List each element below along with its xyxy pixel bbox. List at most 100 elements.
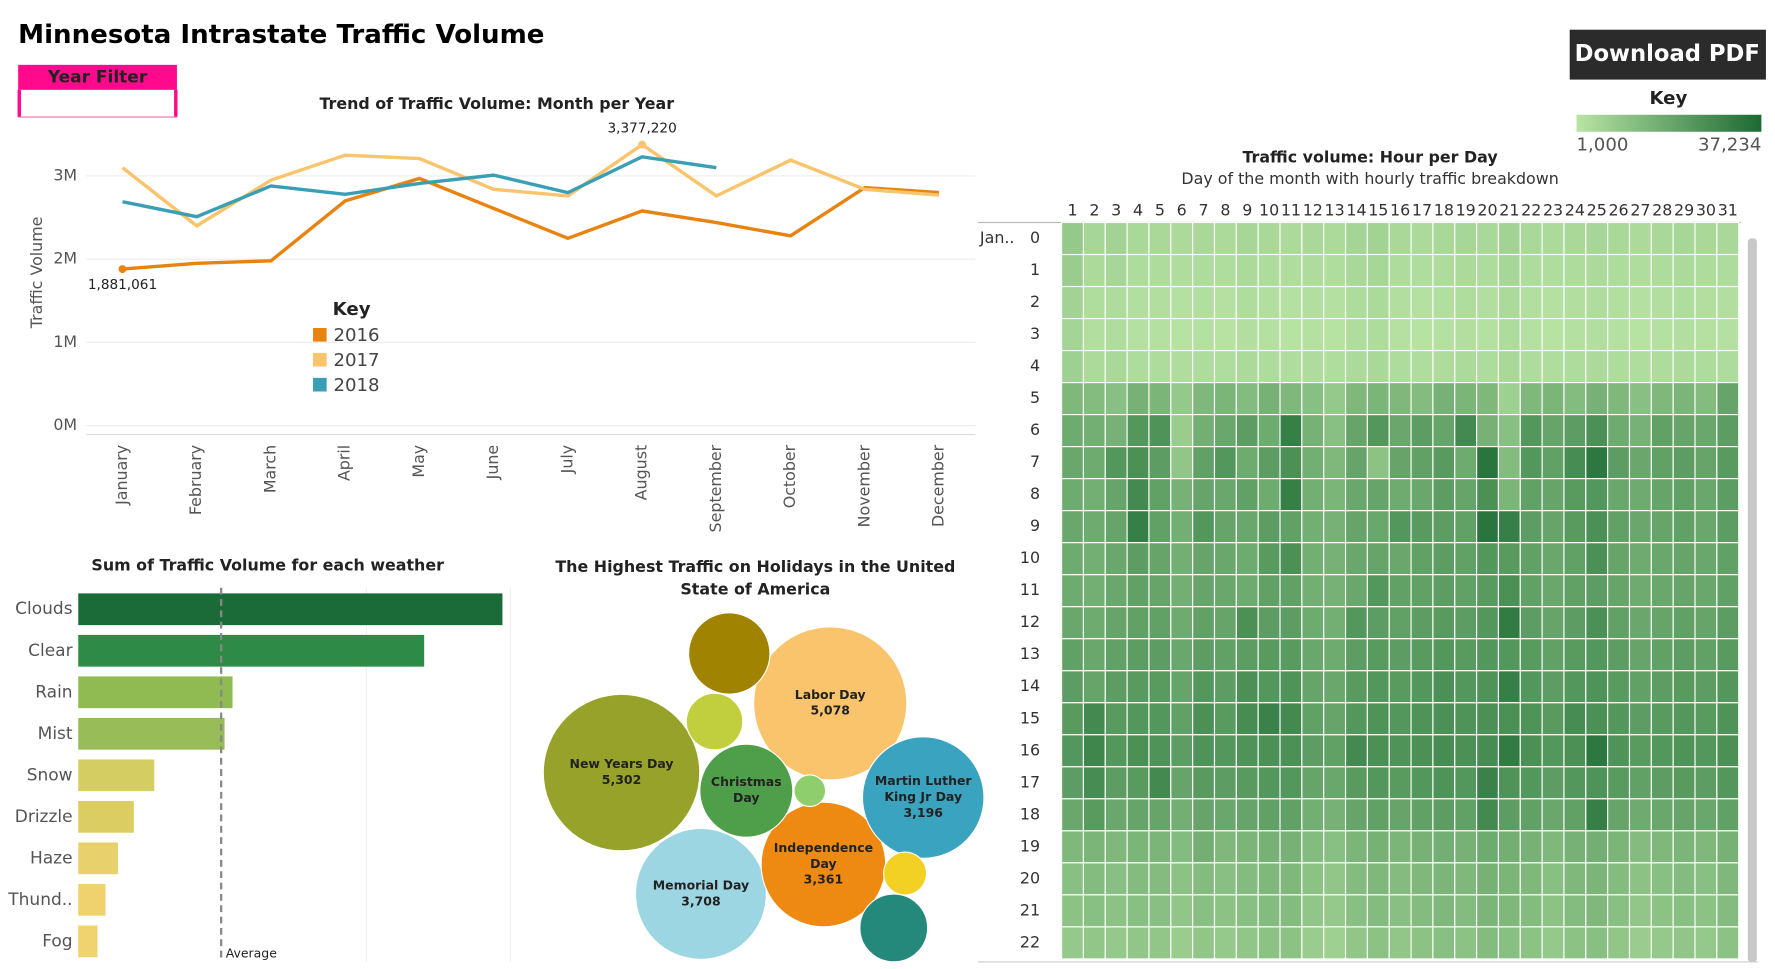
heat-cell — [1061, 317, 1085, 352]
heat-cell — [1497, 253, 1521, 288]
heat-cell — [1476, 798, 1500, 832]
heat-cell — [1585, 317, 1609, 352]
heat-cell — [1585, 542, 1609, 576]
x-tick-label: June — [483, 445, 502, 481]
heat-cell — [1585, 285, 1609, 320]
heat-cell — [1563, 798, 1587, 832]
bubble-value: 3,361 — [803, 872, 844, 888]
heat-cell — [1628, 830, 1652, 864]
heat-cell — [1628, 894, 1652, 928]
heat-cell — [1672, 606, 1696, 640]
heat-cell — [1366, 606, 1390, 640]
heat-cell — [1148, 926, 1172, 960]
download-button[interactable]: Download PDF — [1569, 29, 1766, 80]
download-bg[interactable] — [1569, 29, 1766, 80]
heat-cell — [1235, 638, 1259, 672]
heat-cell — [1257, 317, 1281, 352]
heat-cell — [1082, 862, 1106, 896]
bubble — [634, 827, 767, 960]
heat-cell — [1432, 350, 1456, 384]
year-filter[interactable]: Year Filter — [17, 64, 178, 118]
year-filter-label[interactable]: Year Filter — [47, 67, 148, 87]
heat-cell — [1323, 350, 1347, 384]
heat-cell — [1650, 606, 1674, 640]
bubble — [861, 736, 985, 859]
heat-cell — [1607, 382, 1631, 416]
heat-cell — [1476, 638, 1500, 672]
heat-cell — [1061, 894, 1085, 928]
heat-cell — [1476, 766, 1500, 800]
heat-cell — [1541, 510, 1565, 544]
heat-cell — [1410, 830, 1434, 864]
heat-cell — [1497, 638, 1521, 672]
heat-cell — [1694, 670, 1718, 704]
column-label: 5 — [1155, 201, 1165, 220]
row-group-label: Jan.. — [979, 228, 1015, 247]
heat-cell — [1650, 862, 1674, 896]
row-label: 21 — [1020, 900, 1040, 919]
heat-cell — [1541, 478, 1565, 512]
heat-cell — [1061, 798, 1085, 832]
heat-cell — [1323, 862, 1347, 896]
heat-cell — [1104, 478, 1128, 512]
heat-cell — [1716, 830, 1740, 864]
bubble — [685, 692, 744, 751]
heat-cell — [1672, 542, 1696, 576]
heat-cell — [1257, 253, 1281, 288]
heat-cell — [1148, 638, 1172, 672]
bubble — [699, 743, 794, 838]
heat-cell — [1497, 702, 1521, 736]
heat-cell — [1257, 766, 1281, 800]
heat-cell — [1213, 478, 1237, 512]
heat-cell — [1082, 734, 1106, 768]
category-label: Drizzle — [15, 807, 73, 827]
heat-cell — [1519, 926, 1543, 960]
category-label: Mist — [38, 724, 73, 744]
heat-cell — [1716, 350, 1740, 384]
heat-cell — [1344, 734, 1368, 768]
bubble-label: Christmas Day — [709, 744, 783, 837]
heat-cell — [1082, 638, 1106, 672]
heat-cell — [1454, 926, 1478, 960]
chart-title: Trend of Traffic Volume: Month per Year — [319, 94, 674, 113]
heat-cell — [1716, 414, 1740, 448]
heat-cell — [1497, 382, 1521, 416]
column-label: 28 — [1652, 201, 1672, 220]
heat-cell — [1454, 414, 1478, 448]
heat-cell — [1235, 894, 1259, 928]
heat-cell — [1104, 317, 1128, 352]
heat-cell — [1235, 670, 1259, 704]
heat-cell — [1213, 894, 1237, 928]
scrollbar[interactable] — [1747, 238, 1757, 962]
heat-cell — [1432, 221, 1456, 256]
heat-cell — [1454, 606, 1478, 640]
heat-cell — [1410, 285, 1434, 320]
heat-cell — [1061, 446, 1085, 480]
heat-cell — [1410, 446, 1434, 480]
heat-cell — [1104, 382, 1128, 416]
heat-cell — [1213, 350, 1237, 384]
heat-cell — [1279, 670, 1303, 704]
heat-cell — [1454, 734, 1478, 768]
heat-cell — [1082, 510, 1106, 544]
heat-cell — [1344, 285, 1368, 320]
heat-cell — [1148, 734, 1172, 768]
column-label: 14 — [1346, 201, 1366, 220]
download-label[interactable]: Download PDF — [1575, 41, 1760, 67]
heat-cell — [1344, 253, 1368, 288]
heat-cell — [1541, 926, 1565, 960]
heat-cell — [1716, 542, 1740, 576]
heat-cell — [1519, 862, 1543, 896]
heat-cell — [1213, 574, 1237, 608]
year-filter-header[interactable] — [18, 64, 177, 90]
heat-cell — [1126, 414, 1150, 448]
heat-cell — [1628, 446, 1652, 480]
row-label: 16 — [1020, 740, 1040, 759]
heat-cell — [1476, 670, 1500, 704]
row-label: 14 — [1020, 676, 1040, 695]
heat-cell — [1519, 574, 1543, 608]
heat-cell — [1388, 317, 1412, 352]
heat-cell — [1432, 606, 1456, 640]
heat-cell — [1672, 574, 1696, 608]
heat-cell — [1344, 317, 1368, 352]
